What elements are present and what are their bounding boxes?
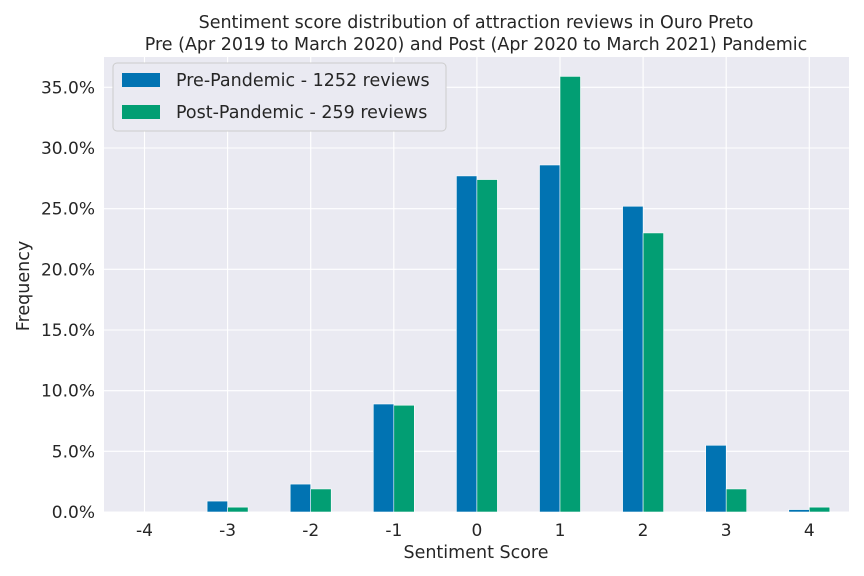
legend-swatch-pre [122, 73, 160, 87]
chart-title-line2: Pre (Apr 2019 to March 2020) and Post (A… [145, 35, 808, 55]
legend-swatch-post [122, 105, 160, 119]
y-tick-label: 10.0% [41, 382, 95, 402]
y-tick-label: 20.0% [41, 260, 95, 280]
x-tick-label: -2 [302, 521, 319, 541]
legend-box [112, 62, 447, 132]
legend: Pre-Pandemic - 1252 reviews Post-Pandemi… [112, 62, 447, 132]
bar-pre-4 [788, 509, 810, 513]
bar-pre-3 [705, 444, 727, 513]
x-tick-label: 4 [804, 521, 815, 541]
x-tick-label: 0 [471, 521, 482, 541]
y-tick-label: 15.0% [41, 321, 95, 341]
bar-pre-1 [539, 164, 561, 513]
y-axis-label: Frequency [14, 241, 34, 331]
bar-post-4 [808, 506, 831, 513]
bar-pre-2 [622, 205, 644, 513]
y-tick-label: 0.0% [52, 503, 95, 523]
x-tick-label: 2 [638, 521, 649, 541]
x-tick-label: -1 [385, 521, 402, 541]
legend-label-post: Post-Pandemic - 259 reviews [176, 103, 427, 123]
y-tick-label: 35.0% [41, 78, 95, 98]
bar-post--1 [393, 404, 415, 513]
bar-pre--3 [206, 500, 228, 513]
y-tick-label: 25.0% [41, 200, 95, 220]
bar-post--3 [227, 506, 249, 513]
bar-post--2 [310, 488, 332, 513]
x-ticks: -4 -3 -2 -1 0 1 2 3 4 [136, 521, 815, 541]
x-tick-label: 1 [555, 521, 566, 541]
bar-pre--2 [289, 483, 312, 513]
y-tick-label: 5.0% [52, 442, 95, 462]
y-tick-label: 30.0% [41, 139, 95, 159]
bar-post-1 [559, 76, 581, 513]
legend-label-pre: Pre-Pandemic - 1252 reviews [176, 71, 430, 91]
x-tick-label: -4 [136, 521, 153, 541]
x-tick-label: -3 [219, 521, 236, 541]
chart-title-line1: Sentiment score distribution of attracti… [199, 13, 754, 33]
x-axis-label: Sentiment Score [403, 543, 548, 563]
y-ticks: 0.0% 5.0% 10.0% 15.0% 20.0% 25.0% 30.0% 35.0% [41, 78, 95, 523]
bar-post-3 [725, 488, 748, 513]
bar-pre--1 [372, 403, 395, 513]
bar-post-0 [476, 179, 498, 513]
bar-post-2 [642, 232, 664, 513]
x-tick-label: 3 [721, 521, 732, 541]
bars [206, 76, 831, 513]
bar-pre-0 [456, 175, 478, 513]
